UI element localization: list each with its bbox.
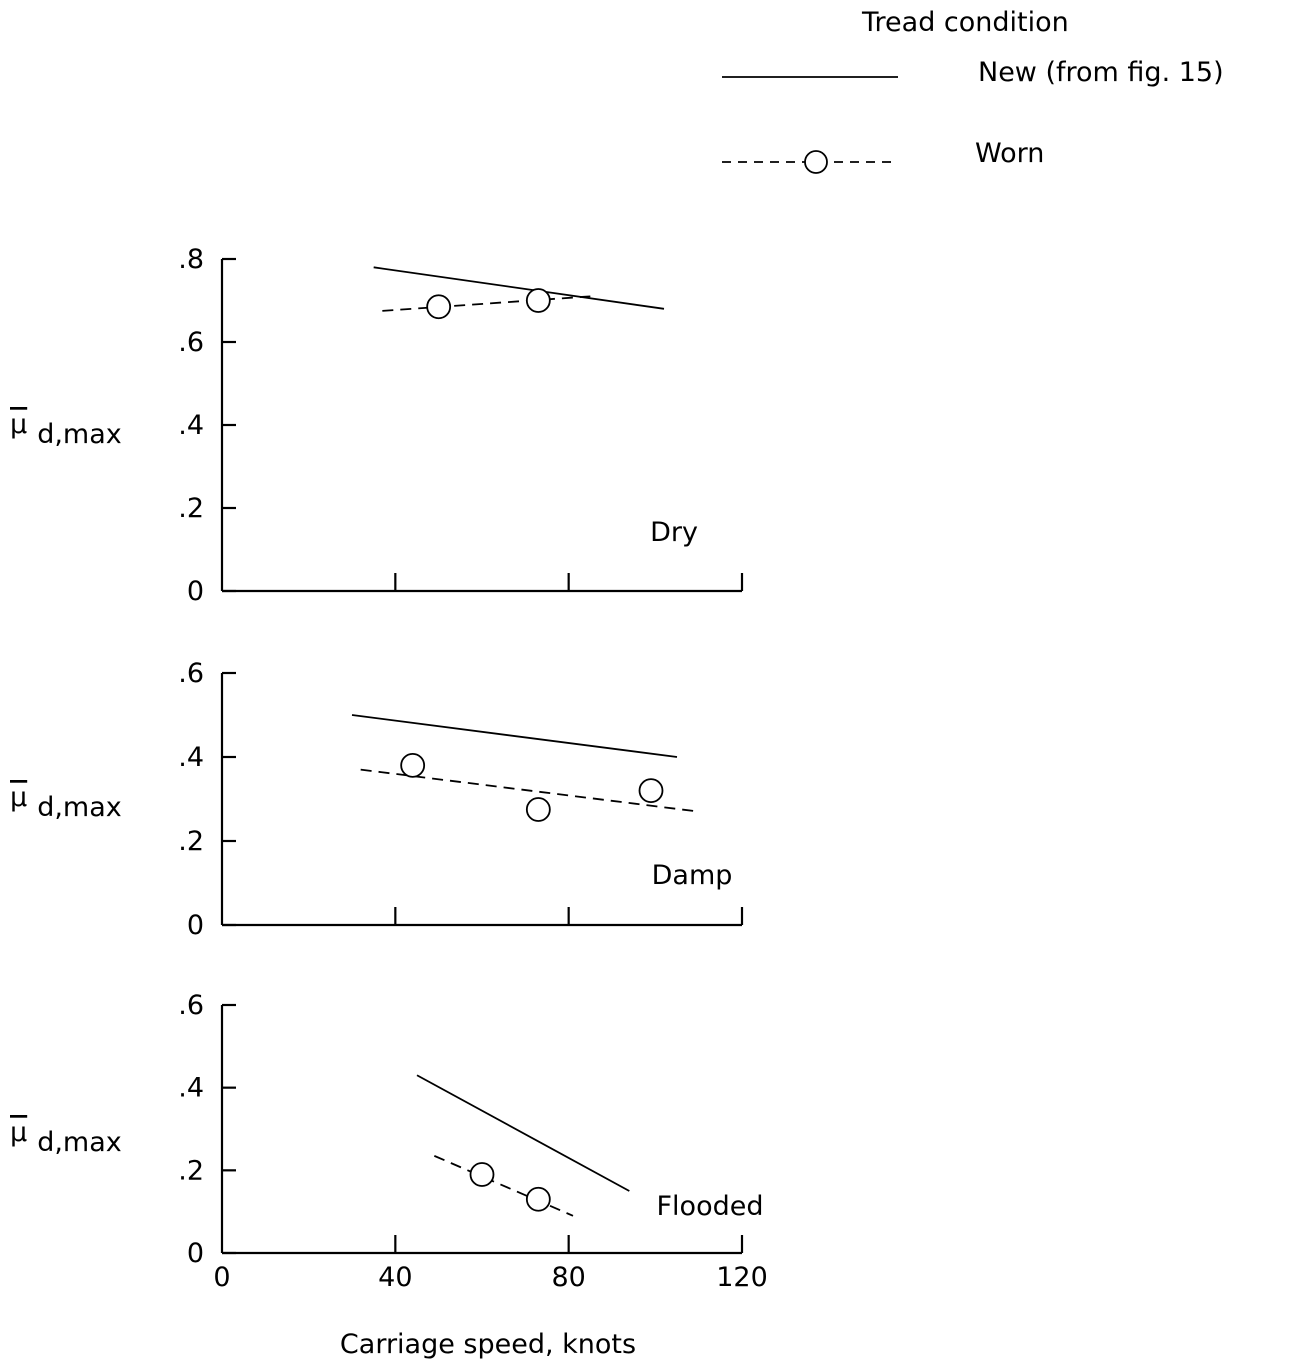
x-tick-label: 120 <box>716 1262 768 1293</box>
y-tick-label: .4 <box>178 742 204 773</box>
panel-flooded: 0 .2 .4 .6 0 40 80 120 μ d,max Flooded <box>10 990 768 1293</box>
panel-label-damp: Damp <box>652 860 733 891</box>
series-worn-point <box>525 1186 551 1212</box>
series-new-line <box>373 266 665 310</box>
legend: Tread condition New (from fig. 15) Worn <box>722 7 1224 174</box>
y-tick-label: .2 <box>178 1155 204 1186</box>
series-worn-point <box>638 778 664 803</box>
y-axis-title-subscript: d,max <box>37 1127 122 1158</box>
panel-label-dry: Dry <box>650 517 698 548</box>
y-tick-label: .6 <box>178 990 204 1021</box>
x-axis-title: Carriage speed, knots <box>340 1329 636 1360</box>
y-axis-title-subscript: d,max <box>37 419 122 450</box>
y-axis-title-symbol: μ <box>10 409 27 440</box>
y-tick-label: .6 <box>178 327 204 358</box>
y-tick-label: .2 <box>178 826 204 857</box>
y-tick-label: 0 <box>187 576 204 607</box>
x-tick-label: 80 <box>551 1262 585 1293</box>
series-worn-point <box>469 1162 495 1187</box>
legend-worn-marker <box>804 150 828 174</box>
series-worn-line <box>382 295 591 312</box>
series-worn-point <box>400 753 426 778</box>
y-tick-label: .6 <box>178 658 204 689</box>
y-axis-title: μ d,max <box>10 409 122 450</box>
y-axis-title-subscript: d,max <box>37 792 122 823</box>
legend-new-label: New (from fig. 15) <box>978 57 1224 88</box>
y-axis-title-symbol: μ <box>10 782 27 813</box>
y-axis-title-symbol: μ <box>10 1117 27 1148</box>
y-tick-label: .4 <box>178 410 204 441</box>
panel-damp: 0 .2 .4 .6 μ d,max Damp <box>10 658 744 941</box>
panel-dry: 0 .2 .4 .6 .8 μ d,max Dry <box>10 244 744 607</box>
series-new-line <box>351 714 678 758</box>
y-tick-label: .8 <box>178 244 204 275</box>
legend-worn-label: Worn <box>975 138 1044 169</box>
y-axis-title: μ d,max <box>10 782 122 823</box>
series-worn-line <box>433 1155 574 1217</box>
panel-label-flooded: Flooded <box>657 1191 764 1222</box>
series-worn-point <box>525 288 551 313</box>
x-tick-label: 40 <box>378 1262 412 1293</box>
series-worn-point <box>525 797 551 822</box>
legend-title: Tread condition <box>861 7 1069 38</box>
y-tick-label: .2 <box>178 493 204 524</box>
y-tick-label: 0 <box>187 910 204 941</box>
y-tick-label: 0 <box>187 1238 204 1269</box>
series-new-line <box>416 1074 630 1192</box>
series-worn-point <box>426 294 452 320</box>
x-tick-label: 0 <box>213 1262 230 1293</box>
y-axis-title: μ d,max <box>10 1117 122 1158</box>
chart-panels: 0 .2 .4 .6 .8 μ d,max Dry 0 .2 .4 .6 μ d,max Damp 0 .2 .4… <box>10 244 768 1293</box>
y-tick-label: .4 <box>178 1073 204 1104</box>
